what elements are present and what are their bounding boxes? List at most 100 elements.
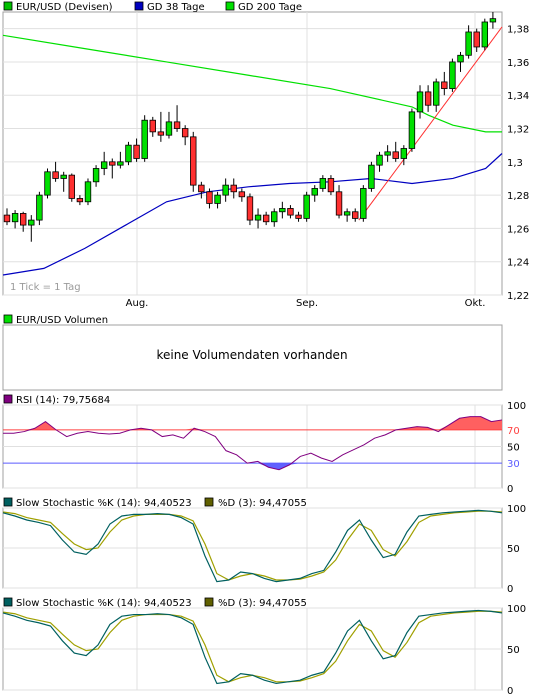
stoch-1-d-legend-label: %D (3): 94,47055 (218, 498, 307, 509)
candle-body (262, 214, 270, 223)
x-tick-label: Okt. (465, 298, 486, 309)
stoch-1-y-tick-label: 50 (507, 544, 520, 555)
legend-swatch (134, 1, 144, 11)
candle-body (343, 211, 351, 216)
candle-body (84, 181, 92, 203)
candle-body (52, 171, 59, 179)
candle-body (384, 151, 391, 156)
stoch-2-y-tick-label: 100 (507, 604, 526, 615)
x-tick-label: Sep. (296, 298, 318, 309)
candle-body (68, 174, 75, 199)
candle-body (181, 128, 189, 138)
price-y-tick-label: 1,3 (507, 158, 523, 169)
rsi-y-tick-label: 100 (507, 401, 526, 412)
legend-swatch (3, 1, 13, 11)
candle-body (230, 184, 237, 193)
candle-body (109, 161, 116, 166)
rsi-line (3, 416, 503, 471)
volume-empty-message: keine Volumendaten vorhanden (156, 348, 347, 362)
candle-body (11, 213, 19, 223)
stoch-2-k-line (2, 609, 503, 685)
rsi-overbought-area (3, 416, 502, 430)
candle-body (481, 21, 489, 48)
price-y-tick-label: 1,38 (507, 25, 529, 36)
candle-body (473, 31, 480, 48)
candle-body (3, 214, 11, 223)
ma38-line (2, 153, 503, 276)
rsi-y-tick-label: 70 (507, 426, 520, 437)
stoch-1-d-legend-swatch (204, 497, 214, 507)
candle-body (295, 214, 302, 219)
stoch-2-d-legend-swatch (204, 597, 214, 607)
candle-body (246, 196, 254, 221)
candle-body (303, 194, 310, 219)
candle-body (149, 119, 156, 133)
ma200-line (2, 34, 502, 133)
stoch-1-y-tick-label: 100 (507, 504, 526, 515)
candle-body (416, 91, 424, 113)
stoch-2-k-legend-swatch (3, 597, 13, 607)
candle-body (125, 144, 132, 163)
candle-body (206, 191, 213, 204)
volume-legend-label: EUR/USD Volumen (16, 315, 108, 326)
x-tick-label: Aug. (126, 298, 149, 309)
stoch-2-k-legend-label: Slow Stochastic %K (14): 94,40523 (16, 598, 192, 609)
candle-body (60, 174, 67, 179)
price-y-tick-label: 1,26 (507, 224, 529, 235)
candle-body (311, 188, 318, 196)
volume-legend-swatch (3, 314, 13, 324)
price-y-tick-label: 1,24 (507, 258, 529, 269)
price-y-tick-label: 1,32 (507, 125, 529, 136)
price-y-tick-label: 1,28 (507, 191, 529, 202)
candle-body (433, 81, 440, 106)
candle-body (76, 198, 84, 203)
price-y-tick-label: 1,36 (507, 58, 529, 69)
candle-body (19, 213, 27, 226)
candle-body (408, 111, 416, 149)
price-legend-label: GD 38 Tage (147, 2, 205, 13)
candle-body (28, 219, 35, 226)
price-legend-label: EUR/USD (Devisen) (16, 2, 113, 13)
tick-watermark: 1 Tick = 1 Tag (10, 282, 81, 293)
rsi-y-tick-label: 30 (507, 459, 520, 470)
rsi-legend-swatch (3, 394, 13, 404)
candle-body (238, 191, 246, 198)
legend-swatch (225, 1, 235, 11)
candle-body (141, 119, 148, 159)
candle-body (441, 81, 448, 89)
candle-body (117, 161, 124, 166)
candle-body (214, 194, 221, 204)
volume-panel-frame (2, 324, 503, 391)
candle-body (271, 211, 278, 223)
rsi-y-tick-label: 50 (507, 443, 520, 454)
stoch-1-y-tick-label: 0 (507, 584, 513, 595)
candle-body (190, 136, 197, 186)
candle-body (287, 208, 294, 216)
candle-body (327, 178, 335, 193)
trendline (358, 26, 503, 221)
candle-body (352, 211, 359, 219)
candle-body (360, 188, 367, 219)
candle-body (449, 61, 456, 89)
candle-body (165, 121, 173, 136)
candle-body (133, 144, 140, 159)
candle-body (254, 214, 262, 221)
price-legend-label: GD 200 Tage (238, 2, 302, 13)
price-panel-frame (2, 11, 503, 296)
candle-body (157, 131, 165, 136)
candle-body (465, 31, 472, 56)
candle-body (376, 154, 383, 166)
price-y-tick-label: 1,34 (507, 91, 529, 102)
candle-body (457, 54, 464, 63)
stoch-1-k-line (2, 509, 503, 583)
candle-body (392, 151, 399, 159)
candle-body (279, 208, 286, 213)
candle-body (173, 121, 181, 129)
candle-body (44, 171, 51, 196)
candle-body (489, 18, 497, 23)
candle-body (92, 168, 100, 183)
candle-body (424, 91, 432, 106)
candle-body (368, 164, 375, 189)
candle-body (36, 194, 43, 221)
